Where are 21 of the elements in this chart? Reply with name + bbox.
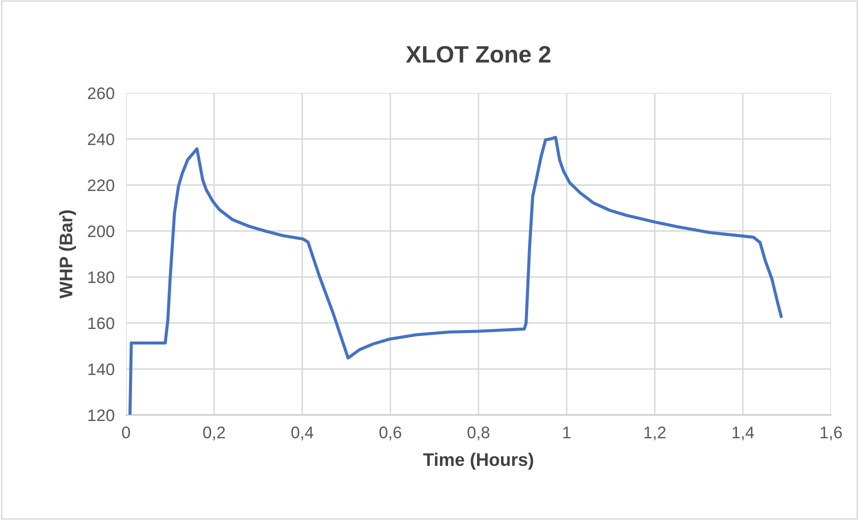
x-tick-label: 1,4 [732, 426, 754, 440]
x-tick-label: 0,4 [291, 426, 314, 440]
x-axis-title: Time (Hours) [423, 452, 534, 470]
x-tick-label: 1 [563, 426, 570, 438]
y-tick-label: 240 [88, 133, 114, 146]
line-series [128, 136, 783, 415]
y-tick-label: 260 [88, 87, 114, 100]
x-tick-label: 0 [122, 426, 130, 438]
y-tick-label: 140 [88, 363, 114, 376]
y-tick-label: 120 [88, 409, 114, 422]
y-tick-label: 180 [88, 271, 114, 284]
x-tick-label: 0,6 [379, 426, 402, 440]
y-tick-label: 160 [88, 317, 114, 330]
x-tick-label: 1,6 [820, 426, 842, 440]
y-axis-title: WHP (Bar) [59, 210, 76, 298]
x-tick-label: 0,8 [468, 426, 490, 440]
x-tick-label: 1,2 [644, 426, 666, 440]
y-tick-label: 200 [88, 225, 114, 238]
x-tick-label: 0,2 [203, 426, 225, 440]
y-tick-label: 220 [88, 179, 114, 192]
chart-title: XLOT Zone 2 [406, 46, 550, 63]
